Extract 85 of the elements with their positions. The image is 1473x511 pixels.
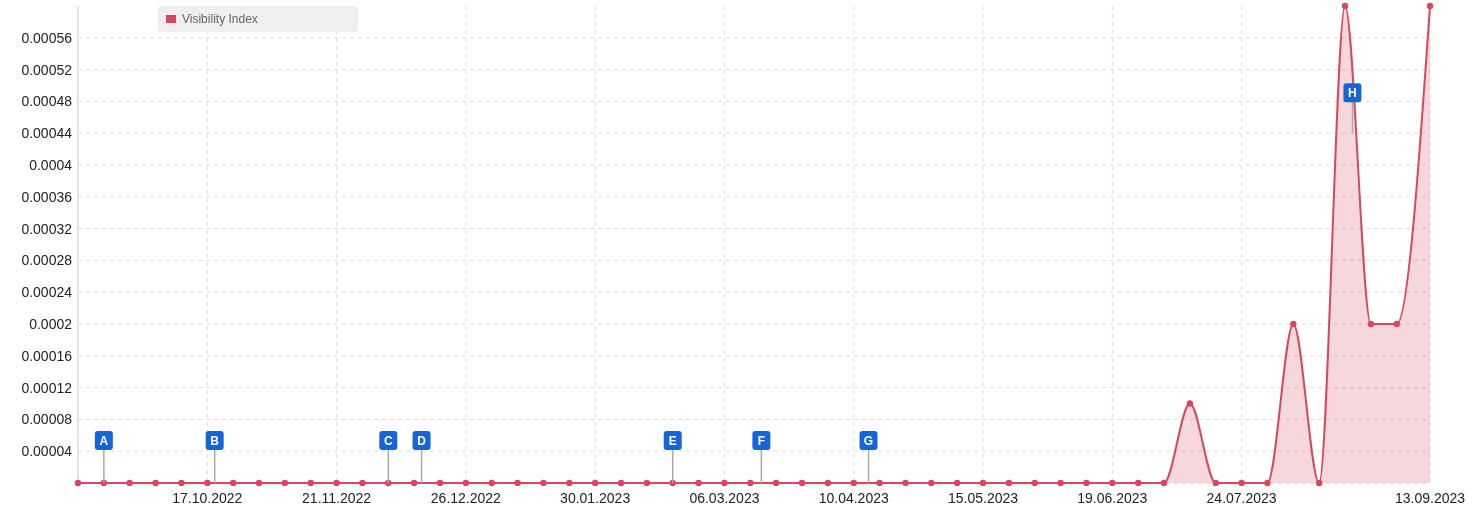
point (902, 479, 909, 487)
point (1212, 479, 1219, 487)
point (772, 479, 780, 487)
point (566, 479, 573, 487)
x-tick-label: 17.10.2022 (172, 490, 243, 506)
point (1031, 479, 1038, 487)
point (359, 479, 366, 487)
point (1057, 479, 1064, 487)
point (1238, 479, 1245, 487)
point (1393, 320, 1400, 328)
point (410, 479, 418, 487)
x-tick-label: 06.03.2023 (689, 490, 760, 506)
point (1367, 320, 1375, 328)
point (1186, 400, 1194, 407)
point (281, 479, 289, 487)
y-tick-label: 0.00048 (21, 93, 73, 110)
point (229, 479, 237, 487)
point (333, 479, 340, 487)
point (643, 479, 651, 487)
y-tick-label: 0.00052 (21, 61, 73, 78)
point (462, 479, 470, 487)
point (824, 479, 832, 487)
point (1341, 2, 1349, 10)
annotation: H (1348, 86, 1357, 101)
point (721, 479, 728, 487)
annotation: F (757, 434, 766, 448)
y-tick-label: 0.00024 (21, 284, 73, 301)
point (979, 479, 987, 487)
y-tick-label: 0.0002 (29, 315, 73, 332)
point (178, 479, 185, 487)
x-tick-label: 30.01.2023 (560, 490, 631, 506)
y-tick-label: 0.00028 (21, 252, 73, 269)
point (798, 479, 806, 487)
point (436, 479, 444, 487)
annotation: B (210, 434, 220, 448)
x-tick-label: 10.04.2023 (818, 490, 889, 506)
point (1134, 479, 1142, 487)
annotation: D (417, 434, 427, 448)
point (850, 479, 857, 487)
point (514, 479, 521, 487)
x-tick-label: 15.05.2023 (947, 490, 1019, 506)
point (953, 479, 961, 487)
annotation: E (668, 434, 677, 448)
annotation: C (383, 434, 393, 448)
point (540, 479, 547, 487)
y-tick-label: 0.00056 (21, 29, 73, 46)
point (126, 479, 133, 487)
point (385, 479, 392, 487)
point (1005, 479, 1013, 487)
y-tick-label: 0.00044 (21, 125, 73, 142)
x-tick-label: 13.09.2023 (1394, 490, 1466, 506)
point (152, 479, 159, 487)
point (488, 479, 495, 487)
point (255, 479, 263, 487)
point (876, 479, 883, 487)
annotation: G (863, 434, 874, 448)
annotation: A (99, 434, 109, 448)
point (74, 479, 82, 487)
y-tick-label: 0.00008 (21, 411, 73, 428)
y-tick-label: 0.00012 (21, 379, 73, 396)
y-tick-label: 0.00036 (21, 188, 73, 205)
x-tick-label: 21.11.2022 (302, 490, 372, 506)
point (1315, 479, 1323, 487)
x-tick-label: 19.06.2023 (1077, 490, 1148, 506)
point (1264, 479, 1271, 487)
y-tick-label: 0.00004 (21, 443, 73, 460)
legend-label: Visibility Index (182, 12, 258, 26)
point (747, 479, 754, 487)
point (928, 479, 935, 487)
point (1083, 479, 1090, 487)
y-tick-label: 0.0004 (29, 156, 73, 173)
point (1109, 479, 1116, 487)
point (695, 479, 702, 487)
point (669, 479, 676, 487)
y-tick-label: 0.00016 (21, 347, 73, 364)
point (1290, 320, 1297, 328)
point (1160, 479, 1168, 487)
point (1426, 2, 1434, 10)
point (591, 479, 599, 487)
y-tick-label: 0.00032 (21, 220, 73, 237)
point (617, 479, 625, 487)
x-tick-label: 24.07.2023 (1206, 490, 1277, 506)
point (204, 479, 211, 487)
x-tick-label: 26.12.2022 (430, 490, 502, 506)
point (307, 479, 314, 487)
